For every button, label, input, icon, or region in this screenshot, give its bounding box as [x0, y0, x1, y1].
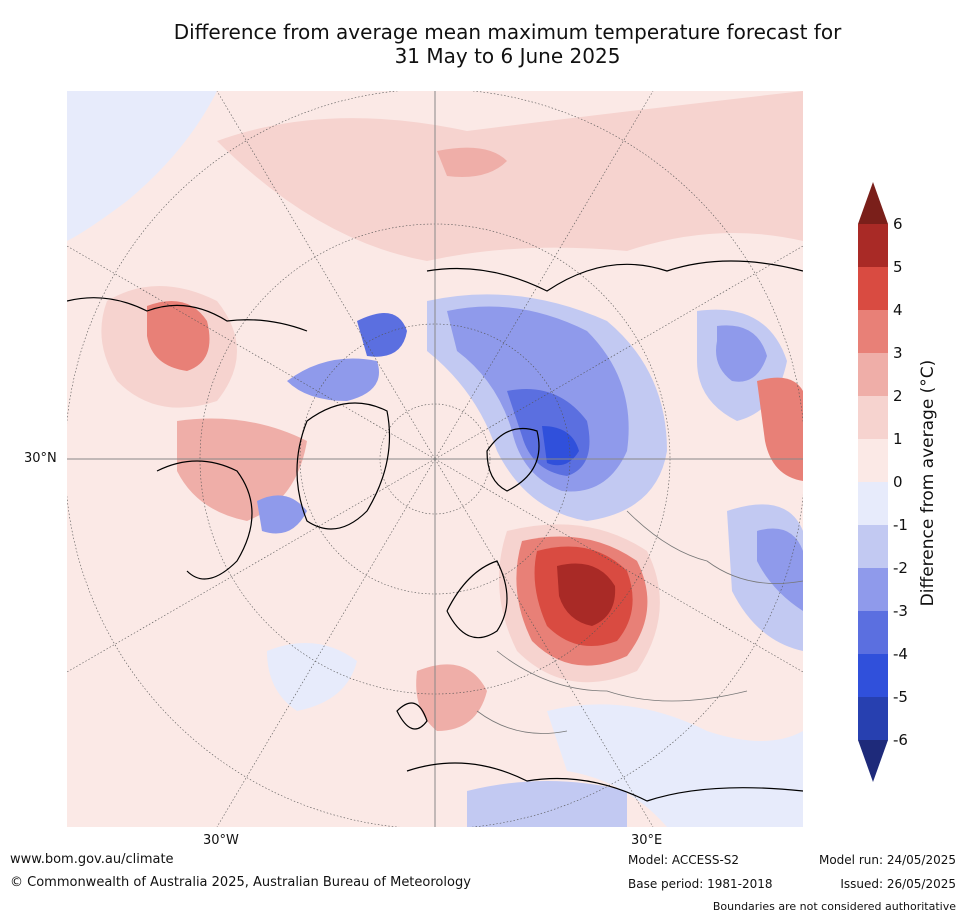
colorbar-tick-label: -1	[893, 516, 908, 534]
colorbar-segment	[858, 525, 888, 569]
country-borders	[476, 510, 803, 734]
copyright-text: © Commonwealth of Australia 2025, Austra…	[10, 875, 471, 890]
colorbar-segment	[858, 224, 888, 268]
longitude-label-west: 30°W	[203, 833, 239, 848]
colorbar-tick-label: -3	[893, 602, 908, 620]
colorbar-tick-label: -5	[893, 688, 908, 706]
colorbar-segment	[858, 611, 888, 655]
anomaly-region-warm	[437, 147, 507, 177]
colorbar-segment	[858, 568, 888, 612]
colorbar-bottom-arrow	[858, 740, 888, 782]
colorbar-tick-label: 0	[893, 473, 903, 491]
anomaly-region-warm	[757, 377, 803, 481]
anomaly-region-cool	[257, 495, 307, 534]
coastline-britain	[396, 702, 428, 730]
border	[496, 650, 748, 702]
colorbar-segment	[858, 310, 888, 354]
meridian-line	[216, 458, 436, 827]
coastline	[156, 460, 253, 580]
model-run-date: Model run: 24/05/2025	[818, 853, 956, 867]
anomaly-region-cool	[547, 704, 803, 827]
boundaries-disclaimer: Boundaries are not considered authoritat…	[712, 900, 956, 913]
colorbar-segment	[858, 697, 888, 741]
coastline-mediterranean	[406, 762, 803, 802]
title-line-1: Difference from average mean maximum tem…	[173, 20, 842, 44]
colorbar-segment	[858, 654, 888, 698]
meridian-line	[67, 245, 436, 460]
colorbar-label: Difference from average (°C)	[918, 359, 938, 607]
anomaly-region-warm	[147, 301, 210, 371]
colorbar-segment	[858, 353, 888, 397]
colorbar-tick-label: 6	[893, 215, 903, 233]
website-link[interactable]: www.bom.gov.au/climate	[10, 852, 174, 867]
colorbar-tick-label: 2	[893, 387, 903, 405]
axis-lines	[67, 91, 803, 827]
anomaly-region-warm	[217, 91, 803, 261]
coastline	[67, 297, 308, 332]
colorbar-tick-label: -4	[893, 645, 908, 663]
anomaly-region-cool	[287, 358, 379, 401]
latitude-label: 30°N	[24, 451, 57, 466]
longitude-label-east: 30°E	[631, 833, 663, 848]
anomaly-region-warm	[557, 563, 616, 626]
meridian-line	[434, 458, 654, 827]
meridian-line	[434, 458, 803, 673]
colorbar-tick-label: 1	[893, 430, 903, 448]
title-line-2: 31 May to 6 June 2025	[394, 44, 621, 68]
colorbar-tick-label: -6	[893, 731, 908, 749]
meridian-line	[434, 245, 803, 460]
colorbar-segment	[858, 482, 888, 526]
temperature-anomaly-map	[67, 91, 803, 827]
map-title: Difference from average mean maximum tem…	[60, 20, 955, 68]
coastline-greenland	[296, 402, 391, 530]
anomaly-region-cool	[67, 91, 217, 241]
issued-date: Issued: 26/05/2025	[840, 877, 956, 891]
coastline-novaya-zemlya	[486, 427, 540, 492]
meridian-line	[67, 458, 436, 673]
anomaly-region-warm	[416, 664, 487, 731]
colorbar-tick-label: -2	[893, 559, 908, 577]
meridian-line	[216, 91, 436, 460]
meridian-line	[434, 91, 654, 460]
anomaly-region-cool	[716, 325, 767, 382]
colorbar-segment	[858, 267, 888, 311]
colorbar	[858, 182, 888, 782]
border	[626, 510, 803, 584]
coastlines	[67, 260, 803, 802]
model-info: Model: ACCESS-S2	[628, 853, 740, 867]
colorbar-top-arrow	[858, 182, 888, 224]
anomaly-region-cool	[267, 643, 357, 711]
border	[476, 710, 568, 734]
anomaly-region-warm	[177, 418, 307, 521]
colorbar-tick-label: 5	[893, 258, 903, 276]
colorbar-tick-label: 3	[893, 344, 903, 362]
colorbar-segment	[858, 396, 888, 440]
coastline	[426, 260, 803, 292]
map-canvas	[67, 91, 803, 827]
colorbar-tick-label: 4	[893, 301, 903, 319]
anomaly-region-cool	[757, 528, 803, 611]
colorbar-segment	[858, 439, 888, 483]
anomaly-region-cool	[467, 781, 627, 827]
base-period: Base period: 1981-2018	[628, 877, 773, 891]
coastline-scandinavia	[446, 560, 508, 639]
